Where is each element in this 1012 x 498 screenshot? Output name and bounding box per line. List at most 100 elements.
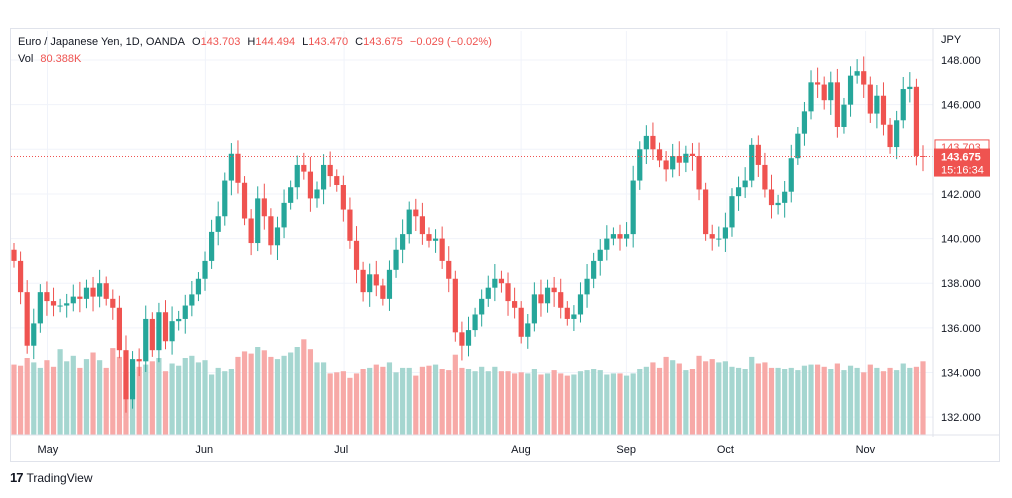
candle-body[interactable] — [393, 249, 399, 270]
candle-body[interactable] — [656, 149, 663, 161]
candle-body[interactable] — [37, 292, 43, 324]
candle-body[interactable] — [367, 274, 373, 293]
candle-body[interactable] — [215, 216, 221, 232]
candle-body[interactable] — [413, 209, 419, 217]
tradingview-brand[interactable]: TradingView — [26, 470, 93, 485]
candle-body[interactable] — [676, 155, 682, 163]
candle-body[interactable] — [887, 124, 893, 148]
candle-body[interactable] — [544, 287, 551, 304]
candle-body[interactable] — [630, 180, 636, 235]
candle-body[interactable] — [841, 104, 847, 127]
candle-body[interactable] — [50, 301, 57, 306]
chart-frame[interactable]: 148.000146.000144.000142.000140.000138.0… — [10, 28, 1000, 462]
candle-body[interactable] — [788, 158, 794, 192]
candle-body[interactable] — [77, 296, 83, 299]
candle-body[interactable] — [320, 164, 327, 190]
candle-body[interactable] — [821, 84, 827, 101]
candle-body[interactable] — [762, 164, 768, 190]
candle-body[interactable] — [162, 312, 169, 342]
candle-body[interactable] — [637, 149, 643, 181]
candle-body[interactable] — [209, 231, 215, 261]
candle-body[interactable] — [663, 160, 669, 170]
candle-body[interactable] — [439, 238, 445, 261]
candle-body[interactable] — [307, 171, 314, 199]
candle-body[interactable] — [11, 249, 17, 261]
candle-body[interactable] — [894, 120, 900, 148]
candle-body[interactable] — [288, 187, 294, 203]
candle-body[interactable] — [44, 292, 50, 302]
candle-body[interactable] — [716, 238, 722, 240]
candle-body[interactable] — [373, 274, 379, 286]
candle-body[interactable] — [795, 133, 801, 159]
candle-body[interactable] — [591, 260, 597, 279]
candle-body[interactable] — [696, 155, 702, 190]
candle-body[interactable] — [327, 164, 333, 177]
candle-body[interactable] — [808, 82, 814, 112]
candle-body[interactable] — [360, 269, 366, 293]
candle-body[interactable] — [749, 144, 755, 181]
candle-body[interactable] — [643, 135, 649, 150]
candle-body[interactable] — [623, 234, 630, 239]
candle-body[interactable] — [782, 191, 788, 203]
candle-body[interactable] — [268, 216, 274, 246]
candle-body[interactable] — [17, 260, 24, 293]
tradingview-logo-icon[interactable]: 17 — [10, 470, 24, 485]
candle-body[interactable] — [97, 283, 103, 297]
candle-body[interactable] — [742, 180, 748, 188]
candle-body[interactable] — [525, 323, 531, 337]
candle-body[interactable] — [498, 278, 505, 284]
candle-body[interactable] — [472, 314, 478, 331]
candle-body[interactable] — [419, 216, 425, 235]
candle-body[interactable] — [116, 307, 122, 351]
candle-body[interactable] — [485, 287, 491, 299]
candle-body[interactable] — [913, 86, 920, 156]
candle-body[interactable] — [31, 323, 37, 346]
candle-body[interactable] — [182, 305, 188, 319]
candle-body[interactable] — [301, 164, 307, 172]
candle-body[interactable] — [294, 164, 300, 188]
candle-body[interactable] — [861, 71, 867, 85]
candle-body[interactable] — [768, 189, 775, 206]
candle-body[interactable] — [610, 234, 617, 239]
candle-body[interactable] — [834, 82, 840, 127]
candle-body[interactable] — [815, 82, 821, 85]
candle-body[interactable] — [255, 198, 261, 244]
candlestick-chart[interactable]: 148.000146.000144.000142.000140.000138.0… — [11, 29, 999, 461]
candle-body[interactable] — [406, 209, 412, 235]
candle-body[interactable] — [110, 298, 116, 308]
candle-body[interactable] — [353, 240, 360, 270]
candle-body[interactable] — [169, 321, 175, 342]
candle-body[interactable] — [176, 318, 182, 322]
candle-body[interactable] — [446, 260, 452, 279]
candle-body[interactable] — [670, 155, 676, 170]
candle-body[interactable] — [617, 234, 623, 239]
candle-body[interactable] — [531, 294, 537, 324]
candle-body[interactable] — [136, 359, 142, 362]
candle-body[interactable] — [828, 82, 834, 101]
candle-body[interactable] — [538, 294, 544, 304]
candle-body[interactable] — [222, 180, 228, 217]
candle-body[interactable] — [703, 189, 709, 235]
candle-body[interactable] — [847, 75, 854, 105]
candle-body[interactable] — [261, 198, 267, 217]
candle-body[interactable] — [340, 185, 346, 210]
candle-body[interactable] — [558, 292, 564, 308]
candle-body[interactable] — [900, 89, 906, 121]
candle-body[interactable] — [755, 144, 761, 165]
candle-body[interactable] — [248, 218, 254, 244]
candle-body[interactable] — [64, 303, 70, 306]
candle-body[interactable] — [314, 189, 320, 199]
candle-body[interactable] — [24, 292, 30, 346]
candle-body[interactable] — [189, 294, 195, 306]
candle-body[interactable] — [722, 227, 728, 239]
candle-body[interactable] — [874, 95, 880, 114]
candle-body[interactable] — [241, 182, 248, 219]
candle-body[interactable] — [281, 202, 287, 228]
candle-body[interactable] — [854, 71, 860, 76]
candle-body[interactable] — [70, 296, 76, 304]
candle-body[interactable] — [459, 332, 465, 346]
candle-body[interactable] — [83, 287, 90, 299]
candle-body[interactable] — [90, 287, 96, 297]
candle-body[interactable] — [492, 278, 498, 288]
candle-body[interactable] — [400, 234, 406, 250]
